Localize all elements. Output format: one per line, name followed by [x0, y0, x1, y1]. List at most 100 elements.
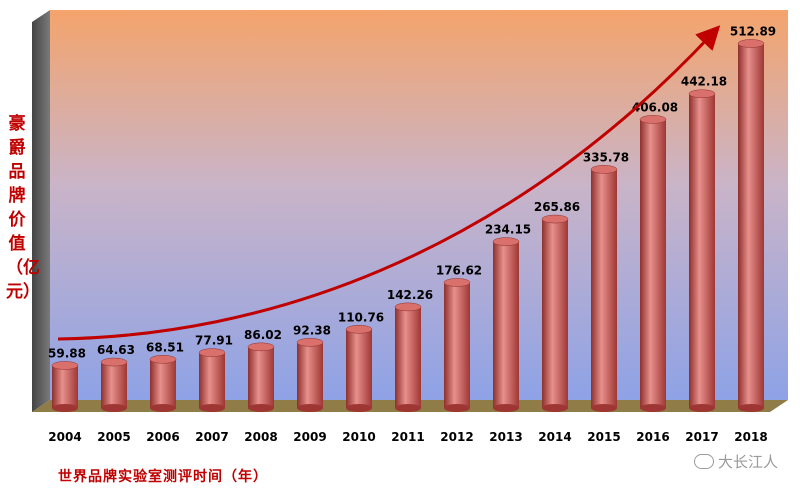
- bar-cap: [100, 357, 128, 367]
- bar-cap: [296, 338, 324, 347]
- bar-base: [395, 404, 421, 412]
- bar-cap: [688, 89, 716, 98]
- bar-body: [738, 43, 764, 408]
- data-label-2008: 86.02: [244, 328, 282, 342]
- bar-base: [640, 404, 666, 412]
- data-label-2016: 406.08: [632, 100, 678, 114]
- bar-body: [591, 169, 617, 408]
- bar-2007: [198, 348, 226, 412]
- bar-cap: [247, 342, 275, 352]
- x-tick-2007: 2007: [195, 430, 228, 444]
- x-tick-2006: 2006: [146, 430, 179, 444]
- data-label-2010: 110.76: [338, 310, 384, 324]
- bar-body: [101, 362, 127, 408]
- data-label-2015: 335.78: [583, 150, 629, 164]
- bar-cap: [737, 39, 765, 48]
- bar-body: [689, 93, 715, 408]
- data-label-2014: 265.86: [534, 200, 580, 214]
- bar-cap: [51, 361, 79, 370]
- bar-cap: [394, 302, 422, 312]
- bar-body: [444, 282, 470, 408]
- data-label-2011: 142.26: [387, 288, 433, 302]
- data-label-2018: 512.89: [730, 24, 776, 38]
- bar-body: [395, 306, 421, 408]
- bar-body: [346, 329, 372, 408]
- bar-2014: [541, 214, 569, 412]
- bar-base: [493, 404, 519, 412]
- bar-body: [52, 365, 78, 408]
- data-label-2012: 176.62: [436, 263, 482, 277]
- x-tick-2009: 2009: [293, 430, 326, 444]
- x-tick-2018: 2018: [734, 430, 767, 444]
- bar-base: [248, 404, 274, 412]
- data-label-2009: 92.38: [293, 323, 331, 337]
- bar-base: [199, 404, 225, 412]
- x-tick-2011: 2011: [391, 430, 424, 444]
- x-tick-2013: 2013: [489, 430, 522, 444]
- bar-base: [591, 404, 617, 412]
- bar-2011: [394, 302, 422, 412]
- bar-2006: [149, 355, 177, 412]
- bar-base: [101, 404, 127, 412]
- bar-cap: [149, 355, 177, 364]
- bar-2016: [639, 115, 667, 412]
- bar-body: [248, 346, 274, 408]
- bar-body: [542, 219, 568, 408]
- bar-body: [199, 352, 225, 408]
- data-label-2013: 234.15: [485, 223, 531, 237]
- bar-cap: [492, 237, 520, 246]
- watermark: 大长江人: [693, 451, 778, 472]
- bar-base: [738, 404, 764, 412]
- bar-2015: [590, 165, 618, 412]
- x-tick-2010: 2010: [342, 430, 375, 444]
- x-axis-title: 世界品牌实验室测评时间（年）: [58, 469, 268, 485]
- bar-2004: [51, 361, 79, 412]
- x-tick-2014: 2014: [538, 430, 571, 444]
- bar-cap: [443, 278, 471, 287]
- bar-2017: [688, 89, 716, 412]
- bar-2018: [737, 39, 765, 412]
- bar-2012: [443, 278, 471, 412]
- left-wall: [32, 10, 50, 412]
- bars-group: 59.88 64.63 68.51 77.91 86.02 92.38 110.76142.…: [48, 24, 776, 412]
- data-label-2005: 64.63: [97, 343, 135, 357]
- y-axis-title: 豪爵品牌价值（亿元）: [6, 114, 40, 302]
- trend-arrow: [57, 25, 721, 341]
- bar-body: [640, 119, 666, 409]
- x-tick-2012: 2012: [440, 430, 473, 444]
- bar-2010: [345, 325, 373, 412]
- bar-body: [493, 241, 519, 408]
- bar-base: [444, 404, 470, 412]
- x-tick-2004: 2004: [48, 430, 81, 444]
- bar-base: [297, 404, 323, 412]
- wechat-icon: [693, 454, 714, 469]
- bar-cap: [198, 348, 226, 357]
- x-tick-2017: 2017: [685, 430, 718, 444]
- bar-base: [52, 404, 78, 412]
- x-tick-2016: 2016: [636, 430, 669, 444]
- bar-base: [689, 404, 715, 412]
- bar-body: [150, 359, 176, 408]
- data-label-2006: 68.51: [146, 340, 184, 354]
- bar-cap: [345, 325, 373, 334]
- watermark-text: 大长江人: [717, 453, 778, 471]
- bar-base: [150, 404, 176, 412]
- bar-cap: [590, 165, 618, 174]
- bar-base: [346, 404, 372, 412]
- x-tick-2015: 2015: [587, 430, 620, 444]
- data-label-2004: 59.88: [48, 346, 86, 360]
- data-label-2007: 77.91: [195, 334, 233, 348]
- x-tick-2005: 2005: [97, 430, 130, 444]
- bar-body: [297, 342, 323, 408]
- bar-2008: [247, 342, 275, 412]
- bar-2009: [296, 338, 324, 412]
- bar-2005: [100, 357, 128, 412]
- x-tick-labels: 2004 2005 2006 2007 2008 2009 2010 2011 2012 2013…: [48, 430, 767, 444]
- data-label-2017: 442.18: [681, 75, 727, 89]
- bar-2013: [492, 237, 520, 412]
- x-tick-2008: 2008: [244, 430, 277, 444]
- bar-base: [542, 404, 568, 412]
- bar-cap: [639, 115, 667, 124]
- bar-cap: [541, 214, 569, 224]
